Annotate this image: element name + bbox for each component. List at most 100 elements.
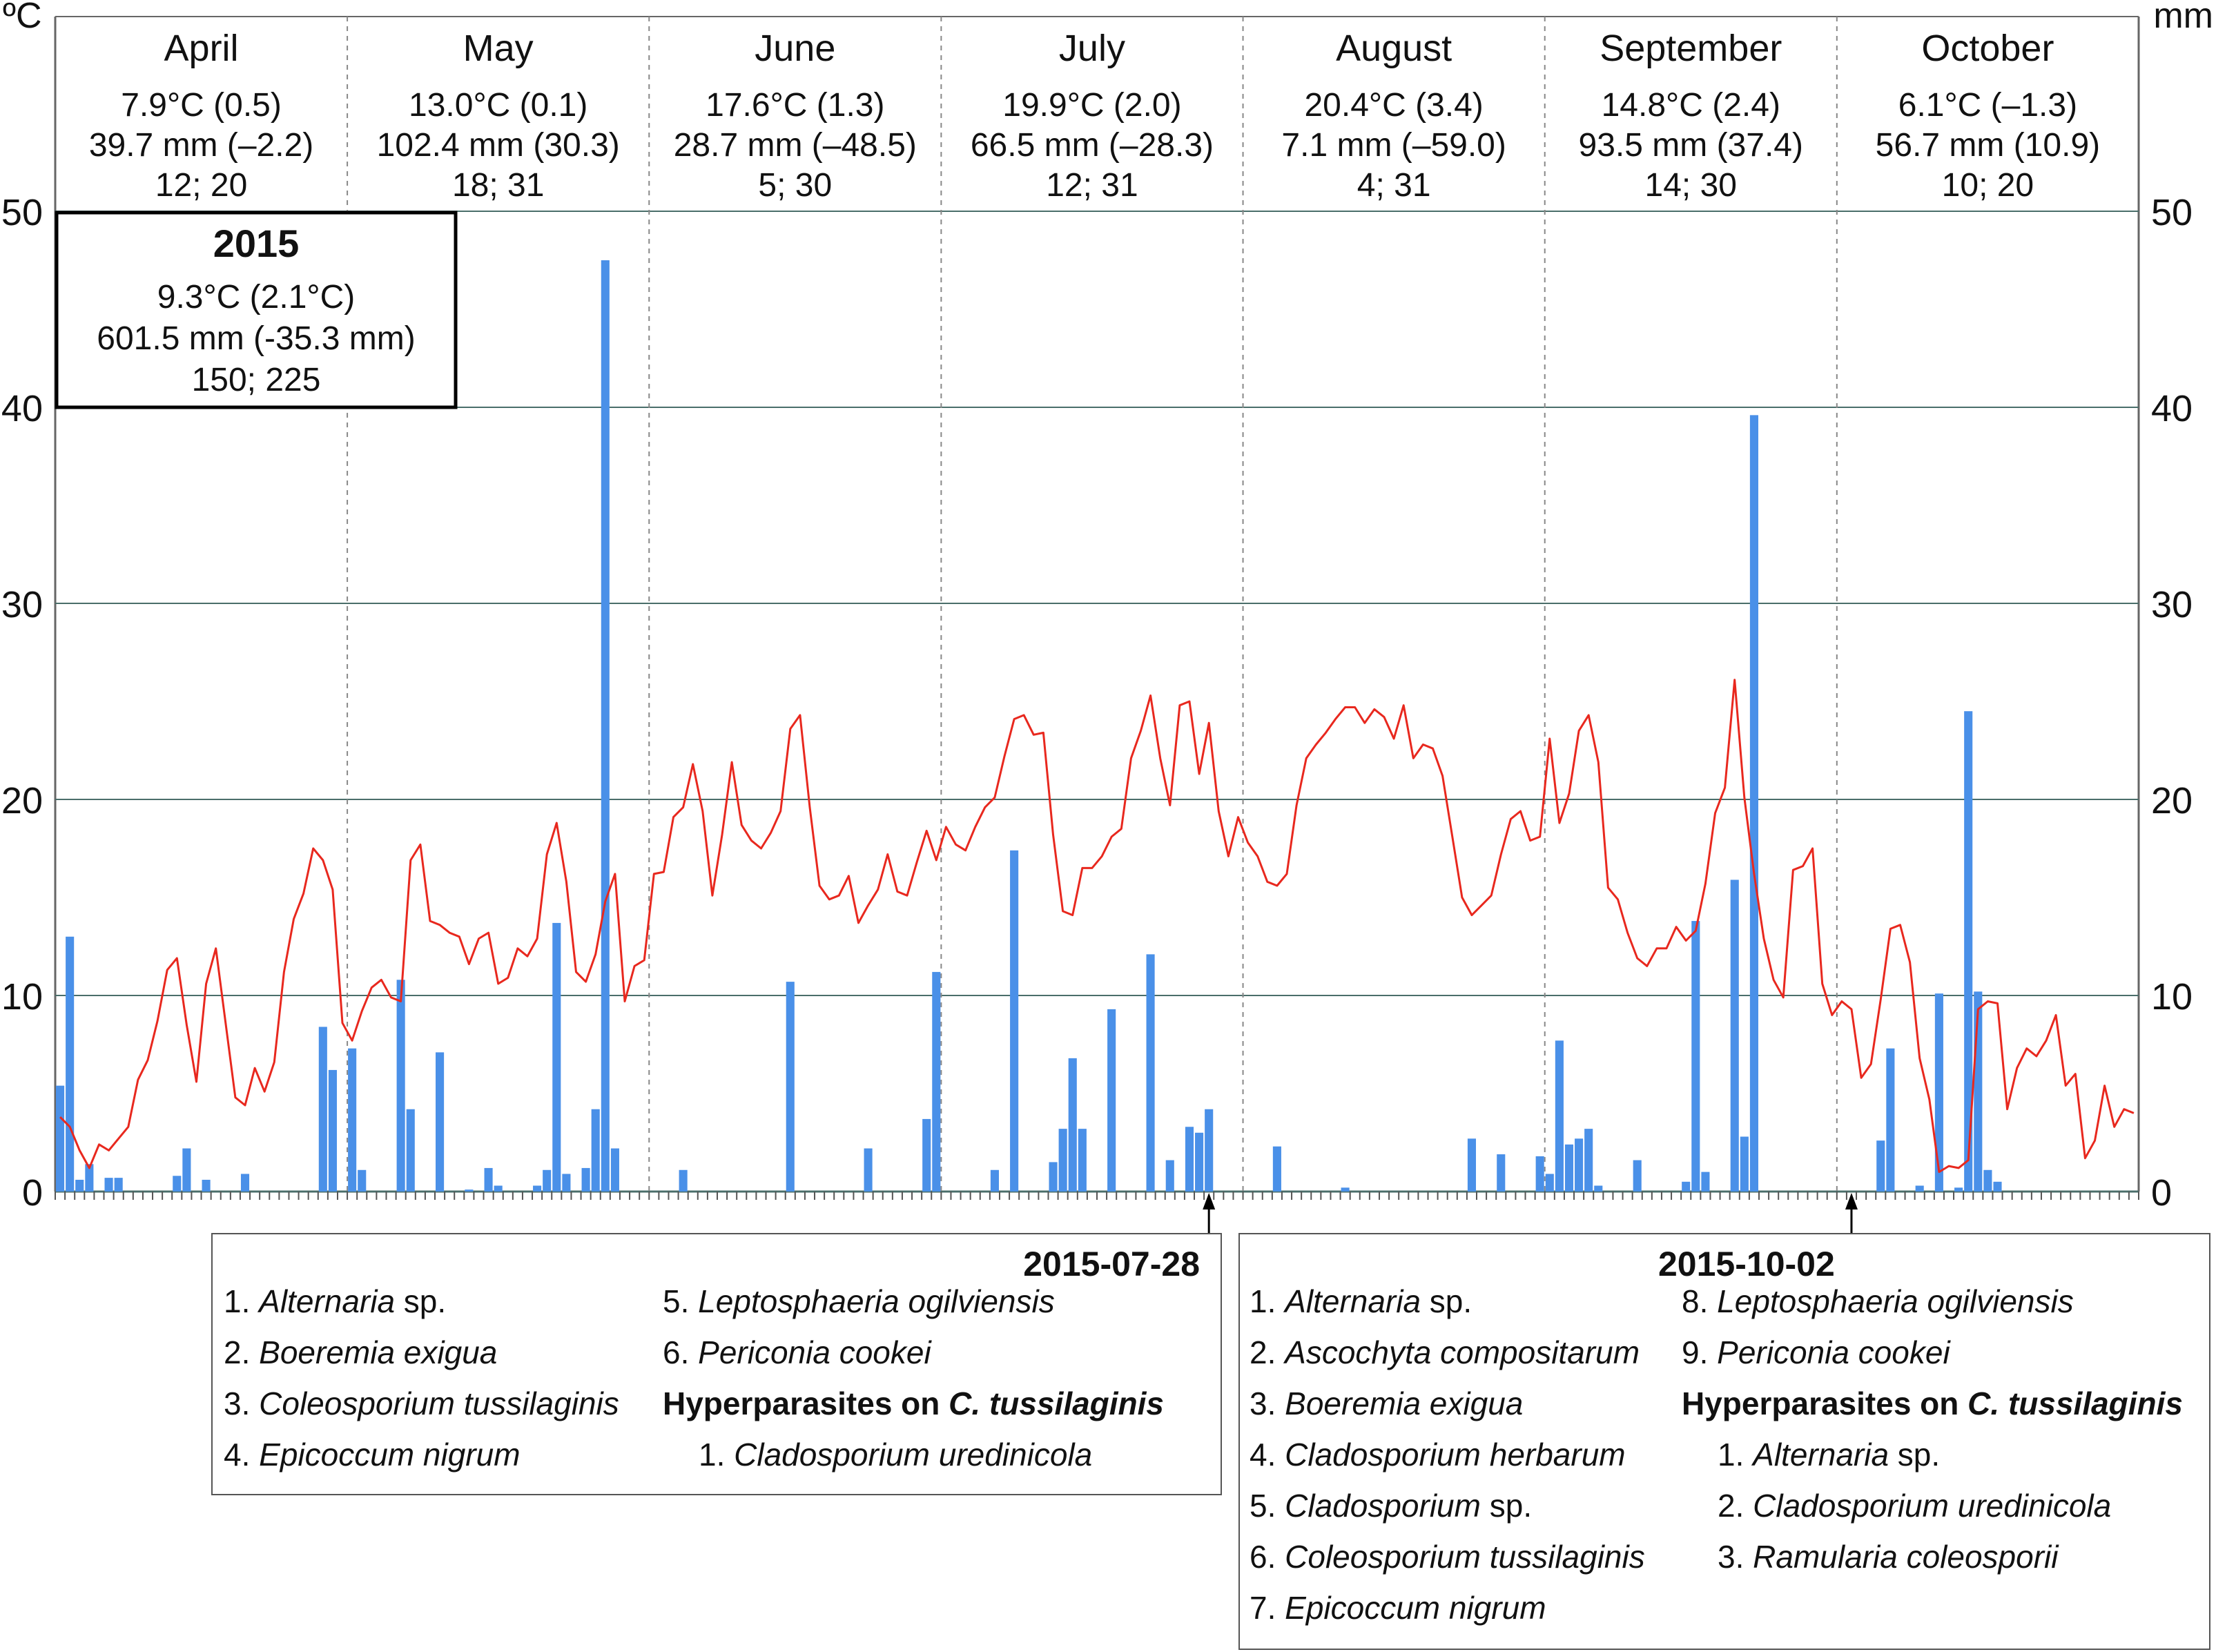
precip-bar bbox=[932, 971, 941, 1192]
pathogen-item: 2. Ascochyta compositarum bbox=[1250, 1334, 1640, 1370]
month-precip: 102.4 mm (30.3) bbox=[377, 127, 620, 164]
month-name: April bbox=[164, 28, 239, 69]
hyperparasites-heading: Hyperparasites on C. tussilaginis bbox=[663, 1386, 1165, 1421]
pathogen-item: 3. Boeremia exigua bbox=[1250, 1386, 1524, 1421]
month-name: July bbox=[1059, 28, 1125, 69]
season-summary-box bbox=[55, 211, 458, 409]
pathogen-item: 4. Cladosporium herbarum bbox=[1250, 1437, 1626, 1473]
precip-bar bbox=[104, 1178, 113, 1192]
precip-bar bbox=[1555, 1040, 1564, 1192]
y-tick-left-label: 30 bbox=[1, 584, 43, 625]
month-days: 12; 20 bbox=[155, 167, 247, 204]
precip-bar bbox=[1575, 1138, 1584, 1192]
pathogen-item: 1. Alternaria sp. bbox=[1250, 1283, 1473, 1319]
y-right-unit: mm bbox=[2153, 0, 2213, 36]
precip-bar bbox=[1165, 1160, 1174, 1192]
month-temp: 6.1°C (–1.3) bbox=[1898, 87, 2077, 124]
hyperparasites-heading: Hyperparasites on C. tussilaginis bbox=[1682, 1386, 2184, 1421]
precip-bar bbox=[1049, 1162, 1058, 1192]
month-precip: 39.7 mm (–2.2) bbox=[89, 127, 313, 164]
precip-bar bbox=[1993, 1181, 2002, 1192]
precip-bar bbox=[1964, 711, 1973, 1192]
month-name: September bbox=[1600, 28, 1782, 69]
precip-bar bbox=[679, 1169, 688, 1192]
y-tick-right-label: 0 bbox=[2151, 1172, 2172, 1214]
month-precip: 66.5 mm (–28.3) bbox=[971, 127, 1214, 164]
precip-bar bbox=[1954, 1187, 1963, 1192]
precip-bar bbox=[1701, 1172, 1710, 1192]
precip-bar bbox=[601, 260, 610, 1192]
precip-bar bbox=[1185, 1127, 1194, 1192]
precip-bar bbox=[465, 1189, 474, 1192]
precip-bar bbox=[114, 1178, 123, 1192]
sample-date-arrow-head bbox=[1203, 1193, 1216, 1209]
pathogen-item: 8. Leptosphaeria ogilviensis bbox=[1682, 1283, 2074, 1319]
precip-bar bbox=[1730, 880, 1739, 1192]
pathogen-item: 7. Epicoccum nigrum bbox=[1250, 1590, 1546, 1626]
precip-bar bbox=[533, 1185, 542, 1192]
precip-bar bbox=[1633, 1160, 1642, 1192]
month-temp: 13.0°C (0.1) bbox=[409, 87, 587, 124]
precip-bar bbox=[436, 1052, 445, 1192]
precip-bar bbox=[581, 1167, 590, 1192]
precip-bar bbox=[328, 1069, 337, 1192]
pathogen-item: 9. Periconia cookei bbox=[1682, 1334, 1950, 1370]
precip-bar bbox=[1545, 1174, 1554, 1192]
month-precip: 28.7 mm (–48.5) bbox=[674, 127, 917, 164]
y-tick-left-label: 20 bbox=[1, 780, 43, 822]
precip-bar bbox=[1341, 1187, 1350, 1192]
precip-bar bbox=[348, 1048, 357, 1192]
sample-box-2015-10-02: 2015-10-02 1. Alternaria sp. 2. Ascochyt… bbox=[1238, 1233, 2210, 1650]
precip-bar bbox=[318, 1027, 327, 1192]
precip-bar bbox=[922, 1118, 931, 1192]
y-tick-right-label: 10 bbox=[2151, 976, 2193, 1018]
precip-bar bbox=[1594, 1185, 1603, 1192]
precip-bar bbox=[56, 1085, 65, 1192]
month-precip: 93.5 mm (37.4) bbox=[1579, 127, 1803, 164]
precip-bar bbox=[1058, 1129, 1067, 1192]
y-tick-left-label: 40 bbox=[1, 388, 43, 429]
month-days: 18; 31 bbox=[452, 167, 544, 204]
precip-bar bbox=[494, 1185, 503, 1192]
y-tick-right-label: 50 bbox=[2151, 192, 2193, 233]
precip-bar bbox=[1068, 1058, 1077, 1192]
precip-bar bbox=[1078, 1129, 1087, 1192]
precip-bar bbox=[182, 1148, 191, 1192]
temperature-line bbox=[59, 679, 2135, 1174]
month-days: 4; 31 bbox=[1357, 167, 1431, 204]
summary-precip: 601.5 mm (-35.3 mm) bbox=[97, 320, 415, 357]
month-days: 5; 30 bbox=[758, 167, 832, 204]
precip-bar bbox=[1915, 1185, 1924, 1192]
precip-bar bbox=[1983, 1169, 1992, 1192]
precip-bar bbox=[591, 1109, 600, 1192]
precip-bar bbox=[1584, 1129, 1593, 1192]
summary-days: 150; 225 bbox=[192, 362, 321, 398]
month-days: 12; 31 bbox=[1046, 167, 1138, 204]
precip-bar bbox=[543, 1169, 552, 1192]
precip-bar bbox=[484, 1167, 493, 1192]
precip-bar bbox=[990, 1169, 999, 1192]
month-temp: 14.8°C (2.4) bbox=[1602, 87, 1780, 124]
precip-bar bbox=[1146, 954, 1155, 1192]
month-temp: 19.9°C (2.0) bbox=[1002, 87, 1181, 124]
month-precip: 7.1 mm (–59.0) bbox=[1281, 127, 1506, 164]
precip-bar bbox=[552, 922, 561, 1192]
precip-bar bbox=[562, 1174, 571, 1192]
precip-bar bbox=[173, 1176, 182, 1192]
precip-bar bbox=[406, 1109, 415, 1192]
y-tick-right-label: 20 bbox=[2151, 780, 2193, 822]
month-days: 14; 30 bbox=[1645, 167, 1737, 204]
pathogen-item: 5. Cladosporium sp. bbox=[1250, 1488, 1533, 1524]
month-temp: 7.9°C (0.5) bbox=[121, 87, 282, 124]
month-precip: 56.7 mm (10.9) bbox=[1876, 127, 2100, 164]
precip-bar bbox=[1497, 1154, 1506, 1192]
month-temp: 20.4°C (3.4) bbox=[1304, 87, 1483, 124]
precip-bar bbox=[1886, 1048, 1895, 1192]
hyperparasite-item: 3. Ramularia coleosporii bbox=[1718, 1539, 2059, 1575]
month-temp: 17.6°C (1.3) bbox=[706, 87, 884, 124]
month-name: August bbox=[1336, 28, 1452, 69]
hyperparasite-item: 2. Cladosporium uredinicola bbox=[1718, 1488, 2112, 1524]
hyperparasite-item: 1. Alternaria sp. bbox=[1718, 1437, 1941, 1473]
